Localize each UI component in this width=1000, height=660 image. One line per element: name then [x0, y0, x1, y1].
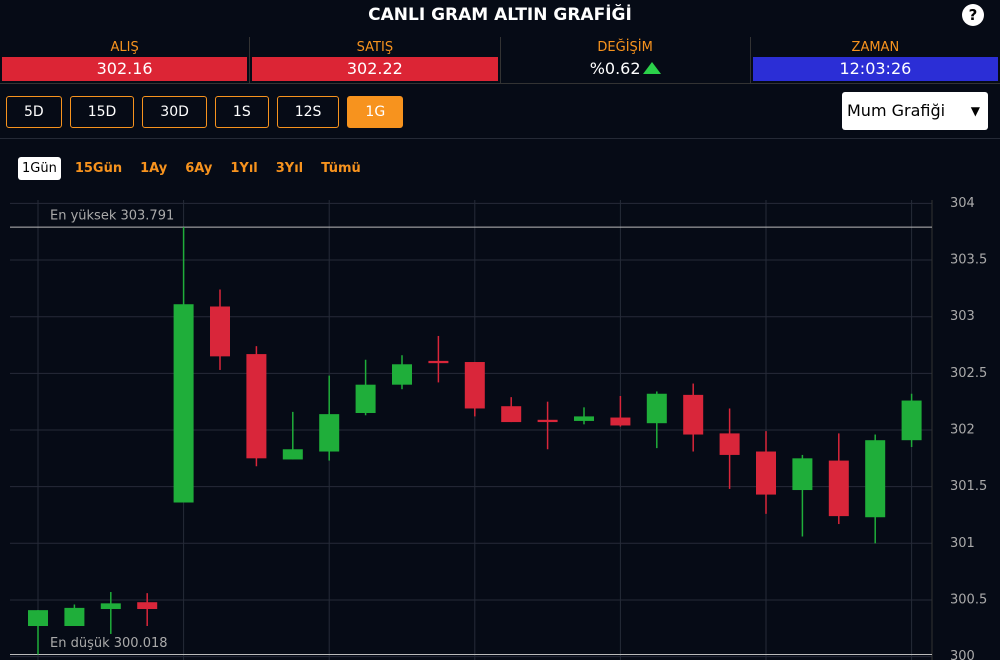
quote-label: ALIŞ	[110, 40, 139, 55]
max-label: En yüksek 303.791	[50, 209, 174, 224]
candle-body	[464, 362, 485, 409]
quote-label: ZAMAN	[851, 40, 900, 55]
y-tick-label: 302.5	[950, 366, 987, 381]
range-button[interactable]: 1Ay	[140, 161, 168, 176]
range-button[interactable]: 1Gün	[18, 157, 61, 180]
range-button[interactable]: 3Yıl	[275, 161, 304, 176]
period-button[interactable]: 30D	[142, 96, 207, 128]
candle-body	[319, 414, 340, 452]
quote-value: 12:03:26	[752, 57, 998, 81]
quote: DEĞİŞİM %0.62	[501, 37, 751, 83]
range-buttons: 1Gün 15Gün 1Ay 6Ay 1Yıl 3Yıl Tümü	[18, 157, 365, 180]
candle-body	[756, 451, 776, 495]
range-button[interactable]: Tümü	[321, 161, 361, 176]
quote-label: DEĞİŞİM	[597, 40, 653, 55]
candle-body	[173, 304, 194, 503]
min-label: En düşük 300.018	[50, 636, 168, 651]
separator	[0, 138, 1000, 139]
candle-body	[574, 416, 594, 421]
candle-body	[428, 360, 449, 364]
select-arrow: ▼	[970, 104, 980, 118]
candle-body	[100, 603, 121, 610]
candle-body	[683, 394, 704, 435]
candle-body	[64, 607, 85, 627]
candle-body	[246, 354, 267, 459]
quote: ZAMAN 12:03:26	[751, 37, 1000, 83]
candle-body	[355, 384, 376, 414]
y-tick-label: 301	[950, 536, 975, 551]
period-button[interactable]: 1G	[347, 96, 404, 128]
quote-value: %0.62	[589, 59, 641, 78]
range-button[interactable]: 6Ay	[185, 161, 213, 176]
quote-value: 302.16	[2, 57, 248, 81]
quote-label: SATIŞ	[356, 40, 394, 55]
candle-body	[610, 417, 631, 426]
quote: ALIŞ 302.16	[0, 37, 251, 83]
y-tick-label: 303	[950, 309, 975, 324]
period-button[interactable]: 12S	[276, 96, 340, 128]
candle-body	[646, 393, 667, 424]
y-tick-label: 304	[950, 196, 975, 211]
page-title: CANLI GRAM ALTIN GRAFİĞİ	[368, 5, 632, 25]
y-tick-label: 300.5	[950, 592, 987, 607]
y-tick-label: 300	[950, 649, 975, 660]
y-tick-label: 301.5	[950, 479, 987, 494]
help-button[interactable]: ?	[962, 4, 984, 26]
candle-body	[828, 460, 849, 517]
range-button[interactable]: 1Yıl	[230, 161, 258, 176]
period-buttons: 5D 15D 30D 1S 12S 1G	[6, 96, 404, 128]
period-button[interactable]: 1S	[214, 96, 269, 128]
y-tick-label: 302	[950, 423, 975, 438]
chart-type-select[interactable]: Mum Grafiği ▼	[842, 92, 988, 130]
select-value: Mum Grafiği	[847, 101, 946, 120]
candle-body	[537, 419, 558, 423]
candle-body	[282, 449, 303, 460]
range-button[interactable]: 15Gün	[74, 161, 123, 176]
candle-body	[792, 458, 813, 491]
quote-value-wrap: %0.62	[503, 57, 748, 81]
y-tick-label: 303.5	[950, 253, 987, 268]
candle-body	[28, 610, 48, 627]
period-button[interactable]: 15D	[69, 96, 135, 128]
candle-body	[137, 602, 158, 610]
period-button[interactable]: 5D	[6, 96, 62, 128]
quote: SATIŞ 302.22	[250, 37, 501, 83]
quotes-bar: ALIŞ 302.16 SATIŞ 302.22 DEĞİŞİM %0.62 ZAMA…	[0, 37, 1000, 84]
candle-body	[719, 433, 740, 455]
candle-body	[501, 406, 522, 423]
quote-value: 302.22	[252, 57, 498, 81]
candle-body	[865, 440, 886, 518]
up-arrow	[642, 62, 661, 74]
candle-body	[392, 364, 412, 385]
candle-body	[901, 400, 922, 441]
candle-body	[210, 306, 230, 357]
